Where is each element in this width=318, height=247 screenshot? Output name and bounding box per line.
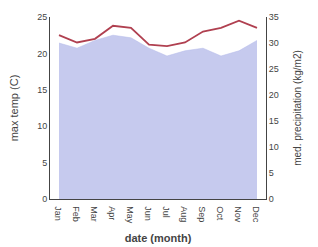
svg-text:Jan: Jan [53, 206, 63, 221]
svg-text:0: 0 [269, 194, 274, 204]
svg-text:30: 30 [269, 38, 279, 48]
svg-text:20: 20 [269, 90, 279, 100]
svg-text:Mar: Mar [89, 206, 99, 222]
svg-text:35: 35 [269, 12, 279, 22]
svg-text:date (month): date (month) [125, 232, 192, 244]
svg-text:Jun: Jun [143, 206, 153, 221]
svg-text:Nov: Nov [233, 206, 243, 223]
svg-text:20: 20 [37, 49, 47, 59]
svg-text:Oct: Oct [215, 206, 225, 221]
svg-text:25: 25 [37, 12, 47, 22]
svg-text:10: 10 [269, 142, 279, 152]
svg-text:Aug: Aug [179, 206, 189, 222]
svg-text:15: 15 [37, 85, 47, 95]
svg-text:Dec: Dec [251, 206, 261, 223]
svg-text:max temp (C): max temp (C) [8, 75, 20, 142]
svg-text:Feb: Feb [71, 206, 81, 222]
svg-text:5: 5 [42, 158, 47, 168]
svg-text:Jul: Jul [161, 206, 171, 218]
svg-text:Sep: Sep [197, 206, 207, 222]
svg-text:Apr: Apr [107, 206, 117, 220]
svg-text:10: 10 [37, 121, 47, 131]
svg-text:May: May [125, 206, 135, 224]
svg-text:15: 15 [269, 116, 279, 126]
svg-text:25: 25 [269, 64, 279, 74]
svg-text:med. precipitation (kg/m2): med. precipitation (kg/m2) [292, 50, 303, 166]
svg-text:0: 0 [42, 194, 47, 204]
svg-text:5: 5 [269, 168, 274, 178]
